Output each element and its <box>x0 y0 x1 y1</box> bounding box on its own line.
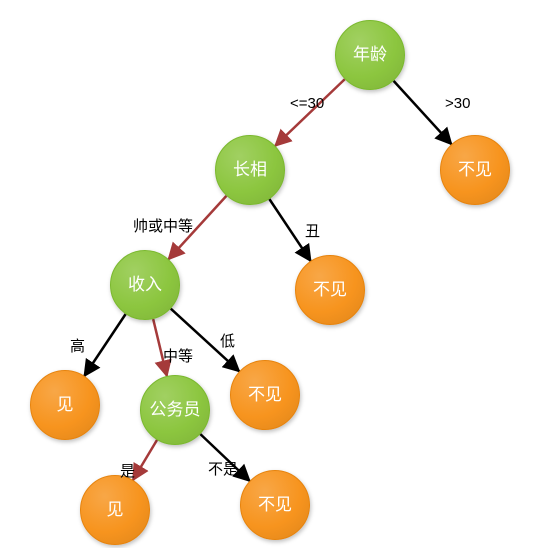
node-nosee3: 不见 <box>230 360 300 430</box>
node-nosee2: 不见 <box>295 255 365 325</box>
node-civil: 公务员 <box>140 375 210 445</box>
edge-income-see1 <box>84 314 125 376</box>
node-income: 收入 <box>110 250 180 320</box>
node-see1: 见 <box>30 370 100 440</box>
edge-label-age-nosee1: >30 <box>445 95 470 112</box>
node-nosee1: 不见 <box>440 135 510 205</box>
node-nosee4: 不见 <box>240 470 310 540</box>
edge-label-income-civil: 中等 <box>163 345 193 366</box>
edge-age-nosee1 <box>394 81 452 144</box>
edge-label-look-nosee2: 丑 <box>305 220 320 241</box>
edge-age-look <box>275 79 344 146</box>
edge-civil-see2 <box>133 440 157 480</box>
node-see2: 见 <box>80 475 150 545</box>
node-look: 长相 <box>215 135 285 205</box>
edge-label-look-income: 帅或中等 <box>133 215 193 236</box>
edge-label-civil-nosee4: 不是 <box>208 458 238 479</box>
edge-label-age-look: <=30 <box>290 95 324 112</box>
decision-tree-canvas: 年龄长相不见收入不见见公务员不见见不见 <=30>30帅或中等丑高中等低是不是 <box>0 0 539 548</box>
edges-layer <box>0 0 539 548</box>
node-age: 年龄 <box>335 20 405 90</box>
edge-label-income-see1: 高 <box>70 335 85 356</box>
edge-label-income-nosee3: 低 <box>220 330 235 351</box>
edge-label-civil-see2: 是 <box>120 460 135 481</box>
